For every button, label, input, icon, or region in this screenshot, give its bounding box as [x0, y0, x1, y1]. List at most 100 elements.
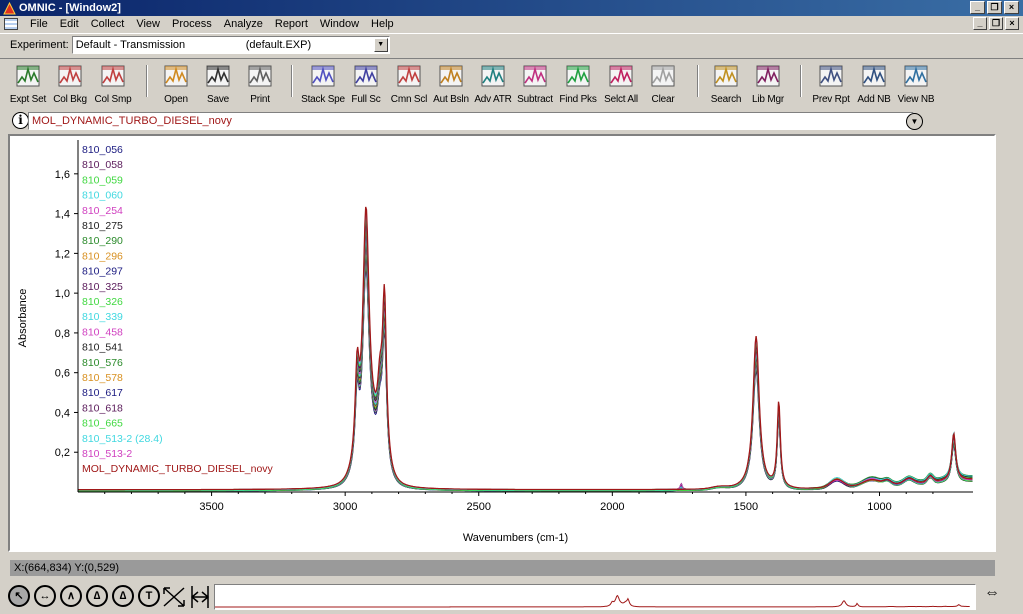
menu-help[interactable]: Help	[371, 18, 394, 30]
legend-entry[interactable]: 810_296	[82, 250, 123, 262]
toolbar-label: Print	[250, 94, 270, 105]
legend-entry[interactable]: 810_458	[82, 326, 123, 338]
y-tick-label: 1,2	[55, 248, 70, 260]
pointer-tool-icon[interactable]: ↖	[8, 585, 30, 607]
legend-entry[interactable]: 810_541	[82, 342, 123, 354]
expand-display-icon[interactable]	[162, 584, 186, 610]
legend-entry[interactable]: 810_513-2 (28.4)	[82, 433, 163, 445]
toolbar-expt-set-button[interactable]: Expt Set	[6, 63, 50, 105]
toolbar-find-pks-button[interactable]: Find Pks	[556, 63, 600, 105]
toolbar-subtract-button[interactable]: Subtract	[513, 63, 557, 105]
region-tool-icon[interactable]: ↔	[34, 585, 56, 607]
peak-label-tool-icon[interactable]: ∧	[60, 585, 82, 607]
menu-analyze[interactable]: Analyze	[223, 18, 263, 30]
toolbar-cmn-scl-button[interactable]: Cmn Scl	[387, 63, 431, 105]
experiment-select[interactable]: Default - Transmission (default.EXP) ▼	[71, 35, 390, 54]
toolbar-stack-spe-button[interactable]: Stack Spe	[301, 63, 345, 105]
text-annotation-tool-icon[interactable]: T	[138, 585, 160, 607]
toolbar-col-bkg-button[interactable]: Col Bkg	[48, 63, 92, 105]
spectrum-trace	[78, 252, 973, 492]
menu-view[interactable]: View	[136, 18, 160, 30]
toolbar-adv-atr-button[interactable]: Adv ATR	[471, 63, 515, 105]
toolbar-add-nb-button[interactable]: Add NB	[852, 63, 896, 105]
spectrum-trace	[78, 222, 973, 492]
mdi-close-button[interactable]: ×	[1005, 17, 1019, 30]
toolbar-lib-mgr-button[interactable]: Lib Mgr	[746, 63, 790, 105]
peak-height-tool-icon[interactable]: ∆	[86, 585, 108, 607]
spectrum-trace	[78, 224, 973, 491]
preview-report-icon	[819, 65, 843, 87]
spectrum-list-chevron-down-icon[interactable]: ▼	[906, 113, 923, 130]
toolbar-save-button[interactable]: Save	[196, 63, 240, 105]
toolbar-prev-rpt-button[interactable]: Prev Rpt	[809, 63, 853, 105]
mdi-restore-button[interactable]: ❐	[989, 17, 1003, 30]
legend-entry[interactable]: 810_297	[82, 266, 123, 278]
spectrum-plot[interactable]: 0,2 0,4 0,6 0,8 1,0 1,2 1,4 1,6 3500 3000 2500 2000…	[10, 136, 994, 550]
legend-entry[interactable]: 810_618	[82, 402, 123, 414]
x-tick-label: 1000	[867, 501, 891, 513]
menu-edit[interactable]: Edit	[59, 18, 79, 30]
search-magnifier-icon	[714, 65, 738, 87]
toolbar-label: Subtract	[517, 94, 553, 105]
legend-entry[interactable]: 810_326	[82, 296, 123, 308]
legend-entry[interactable]: 810_275	[82, 220, 123, 232]
menu-process[interactable]: Process	[171, 18, 212, 30]
legend-entry[interactable]: 810_576	[82, 357, 123, 369]
toolbar-selct-all-button[interactable]: Selct All	[599, 63, 643, 105]
minimize-button[interactable]: _	[970, 1, 985, 14]
spectrum-trace	[78, 220, 973, 492]
peak-area-tool-icon[interactable]: ∆	[112, 585, 134, 607]
legend-entry[interactable]: 810_290	[82, 235, 123, 247]
experiment-file: (default.EXP)	[245, 38, 312, 51]
bottom-tool-bar: ↖ ↔ ∧ ∆ ∆ T ⇔	[0, 580, 1023, 614]
legend-entry[interactable]: 810_254	[82, 205, 123, 217]
legend-entry[interactable]: 810_056	[82, 144, 123, 156]
toolbar-open-button[interactable]: Open	[154, 63, 198, 105]
mdi-minimize-button[interactable]: _	[973, 17, 987, 30]
legend-entry[interactable]: 810_578	[82, 372, 123, 384]
menu-file[interactable]: File	[30, 18, 48, 30]
toolbar-search-button[interactable]: Search	[704, 63, 748, 105]
menu-collect[interactable]: Collect	[90, 18, 125, 30]
close-button[interactable]: ×	[1004, 1, 1019, 14]
cursor-coordinates-status: X:(664,834) Y:(0,529)	[10, 560, 995, 576]
legend-entry[interactable]: 810_058	[82, 159, 123, 171]
toolbar-full-sc-button[interactable]: Full Sc	[344, 63, 388, 105]
spectrum-trace	[78, 259, 973, 492]
toolbar-label: Clear	[651, 94, 675, 105]
toolbar-view-nb-button[interactable]: View NB	[894, 63, 938, 105]
shrink-display-icon[interactable]	[188, 584, 212, 610]
spectrum-trace	[78, 266, 973, 491]
document-window-icon[interactable]	[4, 18, 18, 30]
spectrum-trace	[78, 243, 973, 491]
spectrum-display-panel[interactable]: 0,2 0,4 0,6 0,8 1,0 1,2 1,4 1,6 3500 3000 2500 2000…	[8, 134, 996, 552]
window-title: OMNIC - [Window2]	[19, 2, 121, 14]
toolbar-col-smp-button[interactable]: Col Smp	[91, 63, 135, 105]
legend-entry[interactable]: 810_325	[82, 281, 123, 293]
double-arrow-icon[interactable]: ⇔	[984, 584, 1000, 601]
menu-bar: File Edit Collect View Process Analyze R…	[0, 16, 1023, 32]
legend-entry[interactable]: 810_060	[82, 190, 123, 202]
spectrum-title-field[interactable]: MOL_DYNAMIC_TURBO_DIESEL_novy	[28, 112, 914, 130]
legend-entry[interactable]: 810_059	[82, 174, 123, 186]
spectrum-trace	[78, 248, 973, 491]
legend-entry[interactable]: MOL_DYNAMIC_TURBO_DIESEL_novy	[82, 463, 274, 475]
menu-window[interactable]: Window	[319, 18, 360, 30]
chevron-down-icon[interactable]: ▼	[373, 37, 388, 52]
toolbar-print-button[interactable]: Print	[238, 63, 282, 105]
toolbar-aut-bsln-button[interactable]: Aut Bsln	[429, 63, 473, 105]
legend-entry[interactable]: 810_665	[82, 418, 123, 430]
advanced-atr-icon	[481, 65, 505, 87]
restore-button[interactable]: ❐	[987, 1, 1002, 14]
spectrum-trace	[78, 240, 973, 492]
info-icon[interactable]: i	[12, 112, 29, 129]
legend-entry[interactable]: 810_339	[82, 311, 123, 323]
menu-report[interactable]: Report	[274, 18, 308, 30]
legend-entry[interactable]: 810_513-2	[82, 448, 132, 460]
subtract-icon	[523, 65, 547, 87]
legend-entry[interactable]: 810_617	[82, 387, 123, 399]
toolbar-clear-button[interactable]: Clear	[641, 63, 685, 105]
x-axis-label: Wavenumbers (cm-1)	[463, 532, 568, 544]
spectrum-overview[interactable]	[214, 584, 976, 610]
y-axis-label: Absorbance	[17, 289, 29, 348]
